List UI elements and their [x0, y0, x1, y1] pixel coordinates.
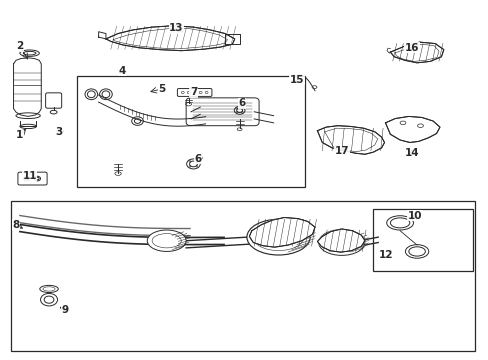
- Polygon shape: [385, 116, 439, 143]
- Text: 8: 8: [12, 220, 20, 230]
- Text: 11: 11: [22, 171, 37, 181]
- Bar: [77, 76, 305, 187]
- Text: 15: 15: [289, 75, 304, 85]
- Text: 1: 1: [16, 130, 23, 140]
- Bar: [11, 202, 474, 351]
- Text: 16: 16: [404, 43, 419, 53]
- Ellipse shape: [318, 230, 364, 255]
- Polygon shape: [317, 126, 384, 154]
- Text: 4: 4: [118, 66, 125, 76]
- Text: 14: 14: [404, 148, 419, 158]
- Bar: [372, 208, 472, 271]
- Text: 12: 12: [379, 250, 393, 260]
- Text: 2: 2: [16, 41, 23, 51]
- Text: 9: 9: [61, 305, 68, 315]
- Polygon shape: [249, 217, 314, 247]
- Text: 6: 6: [238, 98, 245, 108]
- Ellipse shape: [36, 177, 39, 180]
- Text: 17: 17: [334, 147, 348, 157]
- Text: 13: 13: [169, 23, 183, 33]
- Text: 7: 7: [189, 87, 197, 98]
- Text: 10: 10: [407, 211, 421, 221]
- Text: 3: 3: [55, 127, 62, 137]
- Ellipse shape: [25, 177, 28, 180]
- Polygon shape: [389, 42, 443, 63]
- Text: 6: 6: [194, 154, 202, 163]
- Polygon shape: [106, 26, 234, 51]
- Polygon shape: [317, 229, 365, 252]
- Ellipse shape: [246, 219, 309, 255]
- Text: 5: 5: [158, 84, 165, 94]
- Ellipse shape: [147, 230, 186, 251]
